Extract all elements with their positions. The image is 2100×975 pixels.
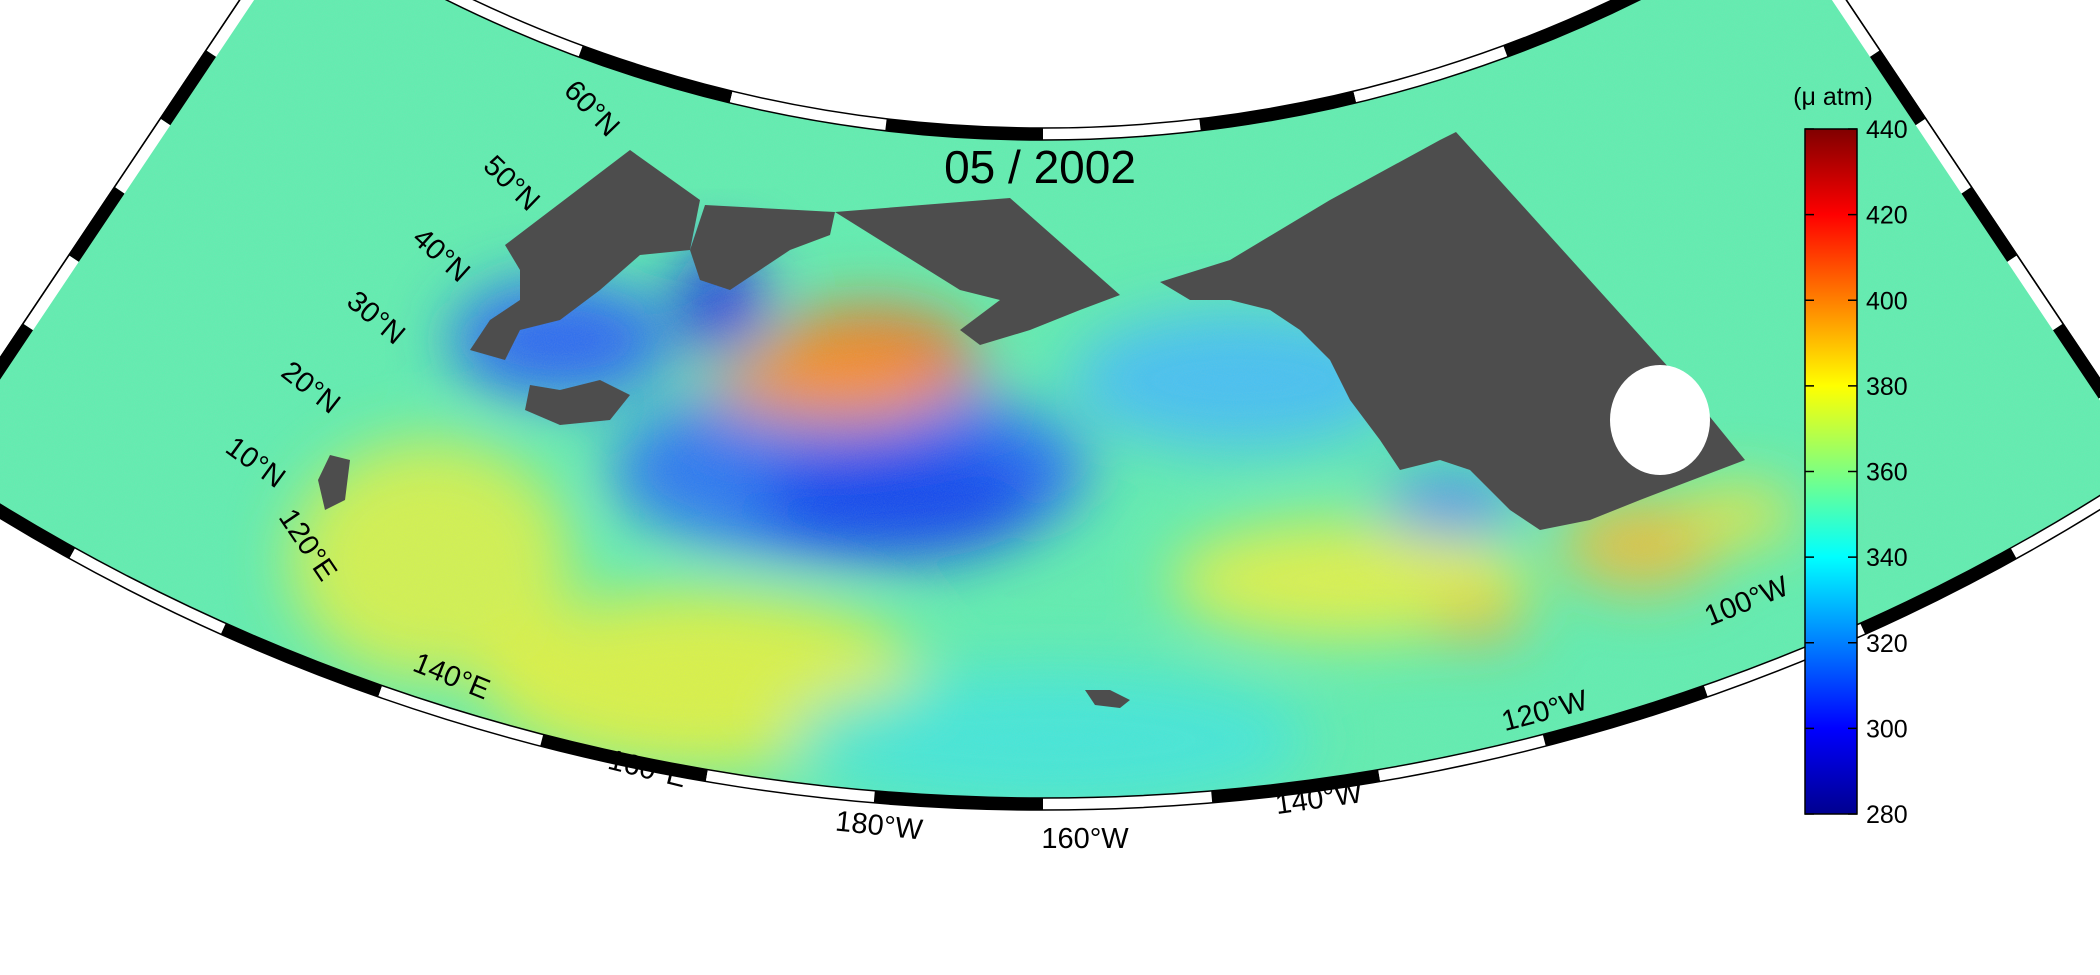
colorbar-tick-label: 340 bbox=[1866, 544, 1908, 572]
map-frame bbox=[0, 0, 2100, 811]
frame-bottom-segment bbox=[2010, 495, 2100, 559]
frame-outline bbox=[0, 0, 2100, 811]
frame-inner-outline bbox=[0, 0, 2100, 799]
frame-bottom-segment bbox=[540, 734, 708, 782]
colorbar-tick-label: 320 bbox=[1866, 630, 1908, 658]
colorbar: (μ atm) 280 300 320 340 360 380 400 420 440 bbox=[1793, 83, 1908, 829]
frame-right-segment bbox=[2007, 255, 2063, 331]
frame-bottom-segment bbox=[1860, 547, 2017, 635]
frame-bottom-segment bbox=[873, 790, 1044, 810]
land-philippines bbox=[318, 455, 350, 510]
colorbar-tick-label: 400 bbox=[1866, 287, 1908, 315]
frame-bottom-segment bbox=[0, 504, 76, 559]
frame-top-segment bbox=[1042, 118, 1201, 140]
frame-bottom-segment bbox=[1211, 769, 1381, 803]
frame-right-segment bbox=[1961, 186, 2018, 262]
colorbar-tick-label: 440 bbox=[1866, 116, 1908, 144]
frame-left-segment bbox=[206, 0, 255, 57]
frame-right-segment bbox=[1831, 0, 1880, 57]
frame-top-segment bbox=[578, 45, 733, 103]
colorbar-ticks: 280 300 320 340 360 380 400 420 440 bbox=[1805, 116, 1908, 829]
frame-right-segment bbox=[1915, 118, 1972, 194]
colorbar-tick-label: 420 bbox=[1866, 202, 1908, 230]
frame-top-segment bbox=[1353, 45, 1508, 103]
map-title: 05 / 2002 bbox=[944, 141, 1136, 193]
frame-bottom-segment bbox=[220, 623, 383, 697]
frame-bottom-segment bbox=[1542, 685, 1708, 747]
frame-bottom-segment bbox=[378, 685, 544, 747]
land-alaska bbox=[835, 198, 1120, 345]
frame-left-segment bbox=[160, 50, 217, 126]
land-layer bbox=[318, 132, 1745, 708]
colorbar-tick-label: 280 bbox=[1866, 801, 1908, 829]
colorbar-tick-label: 380 bbox=[1866, 373, 1908, 401]
land-north-america bbox=[1160, 132, 1745, 530]
frame-right-segment bbox=[2052, 323, 2100, 399]
frame-right-segment bbox=[1869, 50, 1926, 126]
frame-left-segment bbox=[68, 186, 125, 262]
frame-top-segment bbox=[885, 118, 1044, 140]
land-hawaii bbox=[1085, 690, 1130, 708]
frame-bottom-segment bbox=[705, 769, 875, 803]
frame-bottom-segment bbox=[1042, 790, 1213, 810]
frame-top-segment bbox=[1199, 91, 1357, 131]
hudson-bay bbox=[1610, 365, 1710, 475]
colorbar-tick-label: 360 bbox=[1866, 459, 1908, 487]
colorbar-tick-label: 300 bbox=[1866, 715, 1908, 743]
frame-top-segment bbox=[729, 91, 887, 131]
land-asia bbox=[470, 150, 700, 360]
frame-left-segment bbox=[0, 323, 34, 380]
lon-label: 160°W bbox=[1041, 823, 1129, 855]
colorbar-unit: (μ atm) bbox=[1793, 83, 1873, 111]
frame-left-segment bbox=[23, 255, 79, 331]
frame-top-segment bbox=[446, 0, 583, 57]
land-kamchatka bbox=[690, 205, 835, 290]
frame-left-segment bbox=[114, 118, 171, 194]
frame-bottom-segment bbox=[1378, 734, 1546, 782]
frame-bottom-segment bbox=[69, 547, 226, 635]
frame-top-segment bbox=[1503, 0, 1640, 57]
lon-label: 180°W bbox=[834, 806, 925, 847]
land-japan bbox=[525, 380, 630, 425]
data-speckle bbox=[0, 0, 2100, 799]
